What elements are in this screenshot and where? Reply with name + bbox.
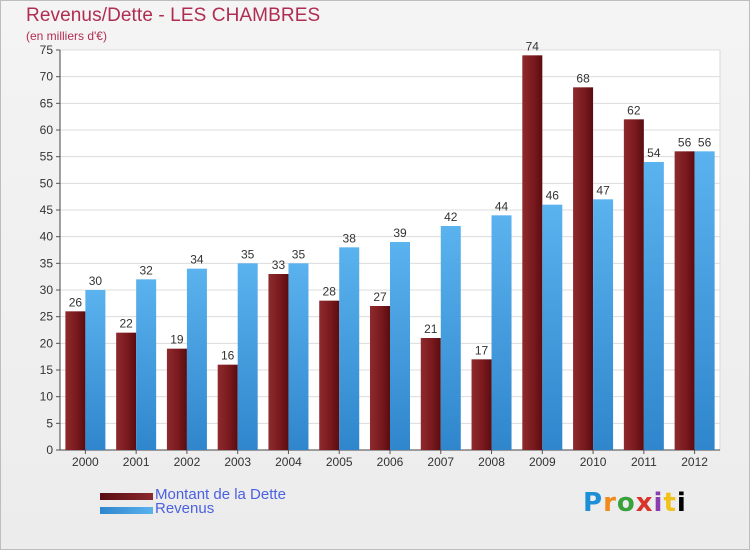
y-tick-label: 35 [40, 256, 54, 270]
data-label-revenue: 54 [647, 146, 661, 160]
bar-debt [573, 87, 594, 450]
y-tick-label: 60 [40, 123, 54, 137]
legend-swatch-revenue [100, 507, 153, 514]
bar-debt [420, 338, 441, 450]
data-label-debt: 68 [576, 71, 590, 85]
y-tick-label: 75 [40, 43, 54, 57]
bar-revenue [339, 247, 360, 450]
data-label-debt: 56 [678, 135, 692, 149]
x-tick-label: 2000 [72, 455, 99, 469]
y-tick-label: 15 [40, 363, 54, 377]
bar-debt [471, 359, 492, 450]
data-label-debt: 16 [221, 349, 235, 363]
bar-debt [522, 55, 543, 450]
bar-debt [370, 306, 390, 450]
data-label-debt: 28 [323, 285, 337, 299]
data-label-debt: 74 [526, 39, 540, 53]
bar-debt [65, 311, 86, 450]
data-label-revenue: 35 [292, 247, 306, 261]
x-tick-label: 2012 [681, 455, 708, 469]
x-tick-label: 2011 [631, 455, 657, 469]
x-tick-label: 2007 [427, 455, 454, 469]
y-tick-label: 45 [40, 203, 54, 217]
bar-revenue [440, 226, 461, 450]
bar-debt [166, 348, 187, 450]
data-label-revenue: 56 [698, 135, 712, 149]
data-label-debt: 22 [119, 317, 133, 331]
data-label-debt: 21 [424, 322, 438, 336]
bar-revenue [593, 199, 614, 450]
x-tick-label: 2004 [275, 455, 302, 469]
bar-revenue [542, 204, 563, 450]
bar-debt [319, 300, 340, 450]
y-tick-label: 30 [40, 283, 54, 297]
data-label-revenue: 38 [343, 231, 357, 245]
data-label-debt: 33 [272, 258, 286, 272]
data-label-debt: 62 [627, 103, 641, 117]
data-label-revenue: 35 [241, 247, 255, 261]
x-tick-label: 2010 [580, 455, 607, 469]
y-tick-label: 40 [40, 230, 54, 244]
chart-subtitle: (en milliers d'€) [26, 29, 107, 43]
y-tick-label: 5 [46, 416, 53, 430]
bar-debt [623, 119, 644, 450]
data-label-debt: 17 [475, 343, 489, 357]
bar-revenue [694, 151, 715, 451]
data-label-revenue: 30 [89, 274, 103, 288]
y-tick-label: 50 [40, 176, 54, 190]
y-tick-label: 65 [40, 96, 54, 110]
legend-label-revenue: Revenus [155, 500, 215, 517]
proxiti-logo: Proxiti [583, 488, 687, 518]
y-tick-label: 55 [40, 150, 54, 164]
data-label-revenue: 34 [190, 253, 204, 267]
y-tick-label: 0 [46, 443, 53, 457]
bar-debt [116, 332, 137, 450]
bar-revenue [390, 242, 410, 450]
x-tick-label: 2006 [377, 455, 404, 469]
data-label-revenue: 44 [495, 199, 509, 213]
x-tick-label: 2003 [224, 455, 251, 469]
y-tick-label: 25 [40, 310, 54, 324]
data-label-revenue: 39 [393, 226, 407, 240]
y-tick-label: 20 [40, 336, 54, 350]
bar-revenue [237, 263, 258, 450]
data-label-debt: 27 [373, 290, 387, 304]
y-tick-label: 70 [40, 70, 54, 84]
chart-title: Revenus/Dette - LES CHAMBRES [26, 5, 321, 26]
bar-debt [674, 151, 695, 451]
bar-revenue [186, 268, 207, 450]
y-tick-label: 10 [40, 390, 54, 404]
x-tick-label: 2008 [478, 455, 505, 469]
data-label-debt: 19 [170, 333, 184, 347]
bar-revenue [85, 290, 106, 450]
bar-revenue [491, 215, 512, 450]
x-tick-label: 2002 [174, 455, 201, 469]
bar-revenue [288, 263, 309, 450]
data-label-revenue: 32 [139, 263, 153, 277]
data-label-revenue: 46 [546, 189, 560, 203]
bar-debt [268, 274, 289, 450]
x-tick-label: 2009 [529, 455, 556, 469]
bar-revenue [136, 279, 157, 450]
legend-label-debt: Montant de la Dette [155, 486, 286, 503]
x-tick-label: 2005 [326, 455, 353, 469]
data-label-revenue: 47 [596, 183, 610, 197]
bar-debt [217, 364, 238, 450]
data-label-debt: 26 [69, 295, 83, 309]
x-tick-label: 2001 [123, 455, 150, 469]
bar-revenue [643, 162, 664, 450]
legend-swatch-debt [100, 493, 153, 500]
data-label-revenue: 42 [444, 210, 458, 224]
